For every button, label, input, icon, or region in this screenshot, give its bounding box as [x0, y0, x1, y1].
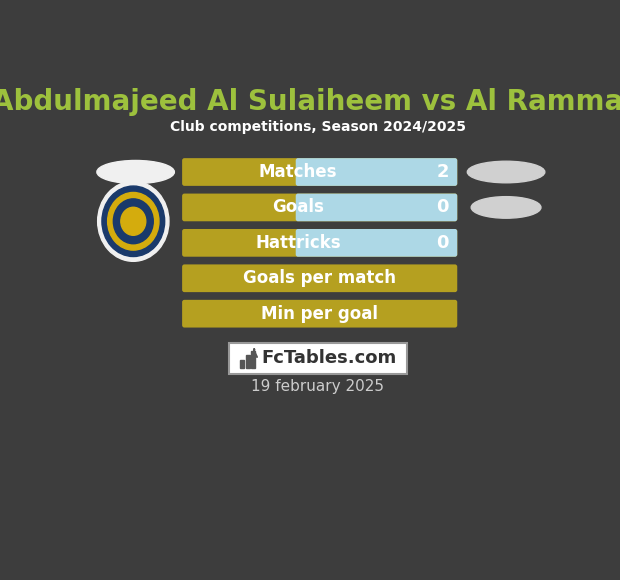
FancyBboxPatch shape: [182, 229, 458, 257]
Text: 0: 0: [436, 198, 449, 216]
Text: Club competitions, Season 2024/2025: Club competitions, Season 2024/2025: [170, 119, 466, 133]
FancyBboxPatch shape: [296, 194, 458, 222]
Ellipse shape: [98, 181, 169, 262]
Text: Min per goal: Min per goal: [261, 304, 378, 322]
Text: Goals: Goals: [272, 198, 324, 216]
Bar: [246, 356, 249, 368]
Text: FcTables.com: FcTables.com: [261, 349, 396, 367]
FancyBboxPatch shape: [182, 194, 458, 222]
Ellipse shape: [102, 186, 165, 256]
Text: Goals per match: Goals per match: [243, 269, 396, 287]
Text: 0: 0: [436, 234, 449, 252]
FancyBboxPatch shape: [182, 264, 458, 292]
FancyBboxPatch shape: [296, 229, 458, 257]
Text: Matches: Matches: [259, 163, 337, 181]
Bar: [251, 351, 255, 368]
Ellipse shape: [108, 193, 159, 250]
Text: 19 february 2025: 19 february 2025: [251, 379, 384, 394]
Ellipse shape: [113, 199, 153, 244]
FancyBboxPatch shape: [229, 343, 407, 374]
Text: 2: 2: [436, 163, 449, 181]
FancyBboxPatch shape: [182, 300, 458, 328]
Ellipse shape: [121, 207, 146, 235]
FancyBboxPatch shape: [296, 158, 458, 186]
Ellipse shape: [467, 161, 545, 183]
Ellipse shape: [97, 161, 174, 183]
FancyBboxPatch shape: [182, 158, 458, 186]
Ellipse shape: [471, 197, 541, 218]
Text: Abdulmajeed Al Sulaiheem vs Al Rammah: Abdulmajeed Al Sulaiheem vs Al Rammah: [0, 88, 620, 116]
Text: Hattricks: Hattricks: [255, 234, 341, 252]
Bar: [241, 360, 244, 368]
